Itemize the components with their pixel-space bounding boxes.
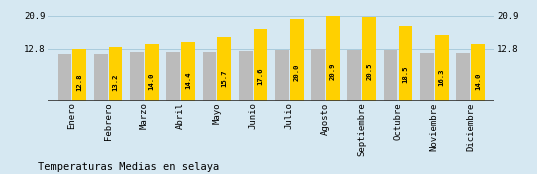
Bar bbox=[362, 17, 376, 101]
Text: 14.4: 14.4 bbox=[185, 72, 191, 89]
Text: 14.0: 14.0 bbox=[149, 72, 155, 90]
Text: 15.7: 15.7 bbox=[221, 70, 227, 87]
Bar bbox=[202, 52, 216, 101]
Bar bbox=[166, 52, 180, 101]
Bar bbox=[253, 29, 267, 101]
Bar bbox=[72, 49, 86, 101]
Text: 17.6: 17.6 bbox=[258, 67, 264, 85]
Bar bbox=[130, 52, 144, 101]
Text: 18.5: 18.5 bbox=[402, 66, 409, 83]
Bar bbox=[471, 44, 485, 101]
Bar bbox=[384, 50, 397, 101]
Bar bbox=[57, 54, 71, 101]
Bar bbox=[239, 51, 252, 101]
Text: 12.8: 12.8 bbox=[76, 74, 82, 91]
Text: Temperaturas Medias en selaya: Temperaturas Medias en selaya bbox=[38, 162, 219, 172]
Bar bbox=[326, 16, 340, 101]
Text: 20.5: 20.5 bbox=[366, 63, 372, 80]
Text: 13.2: 13.2 bbox=[113, 73, 119, 91]
Text: 14.0: 14.0 bbox=[475, 72, 481, 90]
Bar bbox=[181, 42, 195, 101]
Bar bbox=[311, 49, 325, 101]
Bar bbox=[217, 37, 231, 101]
Bar bbox=[108, 47, 122, 101]
Bar bbox=[456, 53, 470, 101]
Text: 20.9: 20.9 bbox=[330, 62, 336, 80]
Bar bbox=[420, 53, 434, 101]
Bar bbox=[290, 19, 303, 101]
Bar bbox=[145, 44, 158, 101]
Text: 16.3: 16.3 bbox=[439, 69, 445, 86]
Text: 20.0: 20.0 bbox=[294, 64, 300, 81]
Bar bbox=[94, 54, 107, 101]
Bar bbox=[435, 35, 448, 101]
Bar bbox=[275, 50, 289, 101]
Bar bbox=[398, 26, 412, 101]
Bar bbox=[347, 50, 361, 101]
